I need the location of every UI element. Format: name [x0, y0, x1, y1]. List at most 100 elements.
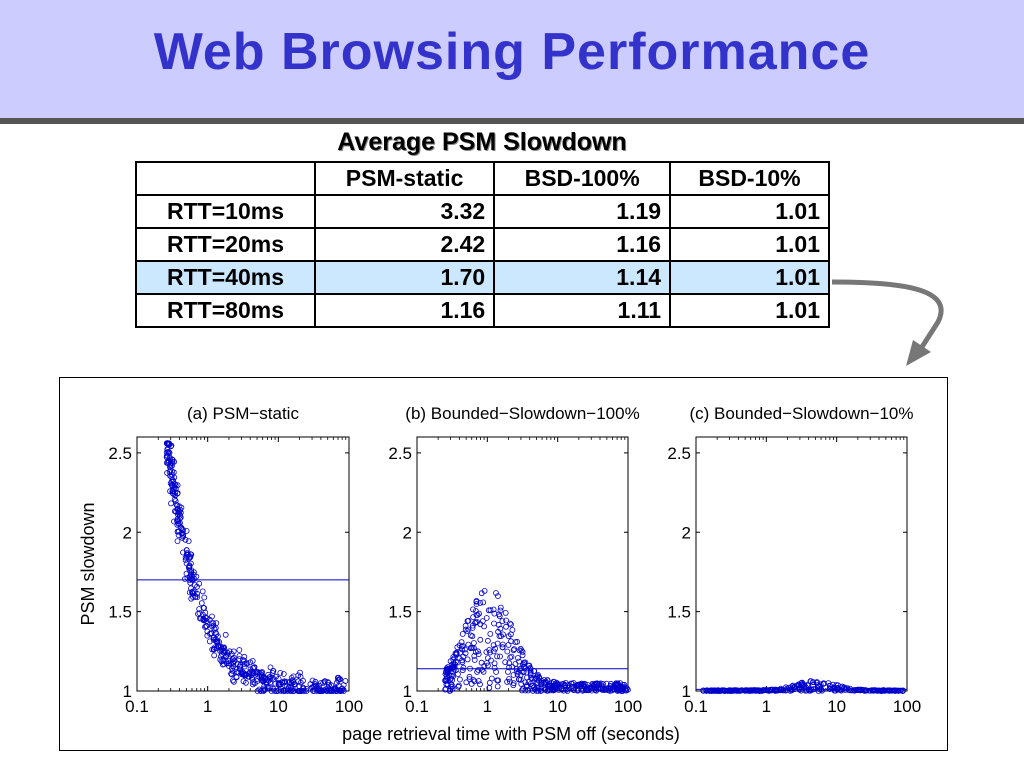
- data-point: [490, 648, 497, 655]
- data-point: [476, 610, 482, 617]
- data-point: [451, 661, 458, 668]
- data-point: [167, 463, 174, 469]
- data-point: [470, 640, 477, 646]
- data-point: [753, 687, 760, 694]
- data-point: [236, 656, 243, 663]
- data-point: [277, 669, 284, 676]
- slowdown-table: PSM-static BSD-100% BSD-10% RTT=10ms 3.3…: [135, 161, 830, 328]
- data-point: [859, 687, 866, 693]
- row-label: RTT=80ms: [135, 293, 316, 328]
- data-point: [296, 688, 303, 694]
- data-point: [518, 687, 525, 694]
- data-point: [204, 628, 211, 635]
- y-tick-label: 2: [682, 523, 691, 542]
- data-point: [249, 676, 256, 683]
- x-tick-label: 10: [827, 697, 846, 716]
- data-point: [743, 687, 750, 694]
- data-point: [500, 631, 506, 638]
- data-point: [503, 617, 510, 624]
- data-point: [465, 626, 472, 633]
- data-point: [458, 639, 465, 646]
- data-point: [224, 651, 231, 658]
- data-point: [880, 687, 886, 694]
- row-label: RTT=20ms: [135, 227, 316, 262]
- data-point: [541, 680, 548, 687]
- data-point: [473, 598, 480, 605]
- data-point: [177, 509, 184, 516]
- data-point: [480, 599, 487, 606]
- data-point: [321, 678, 328, 685]
- data-point: [182, 576, 188, 582]
- data-point: [533, 687, 540, 694]
- data-point: [174, 521, 181, 528]
- data-point: [580, 687, 587, 693]
- y-tick-label: 2: [403, 523, 412, 542]
- data-point: [484, 637, 491, 644]
- data-point: [466, 676, 473, 683]
- data-point: [230, 678, 237, 685]
- scatter-figure: (a) PSM−static 1 1.5 2 2.5 0.1 1 10 100 (b) Bound…: [59, 377, 948, 751]
- data-point: [810, 679, 816, 686]
- data-point: [324, 679, 331, 685]
- data-point: [806, 687, 813, 694]
- x-tick-label: 0.1: [684, 697, 708, 716]
- data-point: [186, 564, 193, 571]
- data-point: [866, 687, 873, 694]
- x-tick-label: 1: [203, 697, 212, 716]
- data-point: [210, 636, 217, 643]
- data-point: [462, 622, 469, 629]
- table-cell: 1.70: [313, 260, 496, 295]
- data-point: [508, 638, 514, 645]
- data-point: [483, 615, 490, 621]
- data-point: [594, 680, 601, 687]
- data-point: [166, 440, 172, 447]
- data-point: [561, 682, 568, 689]
- data-point: [512, 639, 519, 646]
- data-point: [248, 674, 255, 681]
- data-point: [507, 654, 514, 661]
- data-point: [491, 620, 497, 627]
- data-point: [579, 685, 585, 692]
- data-point: [254, 676, 261, 682]
- data-point: [798, 687, 804, 694]
- data-point: [173, 501, 180, 508]
- data-point: [494, 640, 501, 647]
- data-point: [516, 647, 523, 654]
- table-cell: 1.01: [669, 194, 830, 229]
- data-point: [492, 645, 499, 652]
- data-point: [460, 643, 466, 649]
- data-point: [505, 668, 511, 675]
- column-header-psm-static: PSM-static: [313, 161, 496, 196]
- data-point: [478, 590, 485, 597]
- data-point: [519, 648, 526, 655]
- data-point: [229, 677, 236, 684]
- data-point: [188, 595, 195, 602]
- data-point: [450, 654, 457, 660]
- data-point: [470, 677, 477, 683]
- data-point: [494, 653, 501, 660]
- data-point: [213, 620, 220, 627]
- data-point: [191, 588, 198, 595]
- data-point: [504, 678, 511, 685]
- data-point: [284, 686, 291, 693]
- data-point: [230, 648, 237, 655]
- data-point: [204, 632, 211, 639]
- data-point: [581, 681, 588, 687]
- data-point: [318, 688, 325, 694]
- data-point: [508, 653, 515, 660]
- data-point: [239, 670, 246, 677]
- data-point: [465, 641, 472, 648]
- data-point: [340, 688, 347, 694]
- data-point: [486, 679, 493, 686]
- data-point: [473, 601, 480, 607]
- data-point: [537, 688, 544, 694]
- data-point: [182, 536, 189, 543]
- data-point: [505, 633, 512, 640]
- data-point: [326, 682, 332, 688]
- data-point: [551, 678, 558, 685]
- data-point: [236, 647, 243, 653]
- data-point: [497, 607, 504, 614]
- data-point: [170, 478, 177, 485]
- data-point: [175, 518, 181, 525]
- data-point: [222, 631, 229, 638]
